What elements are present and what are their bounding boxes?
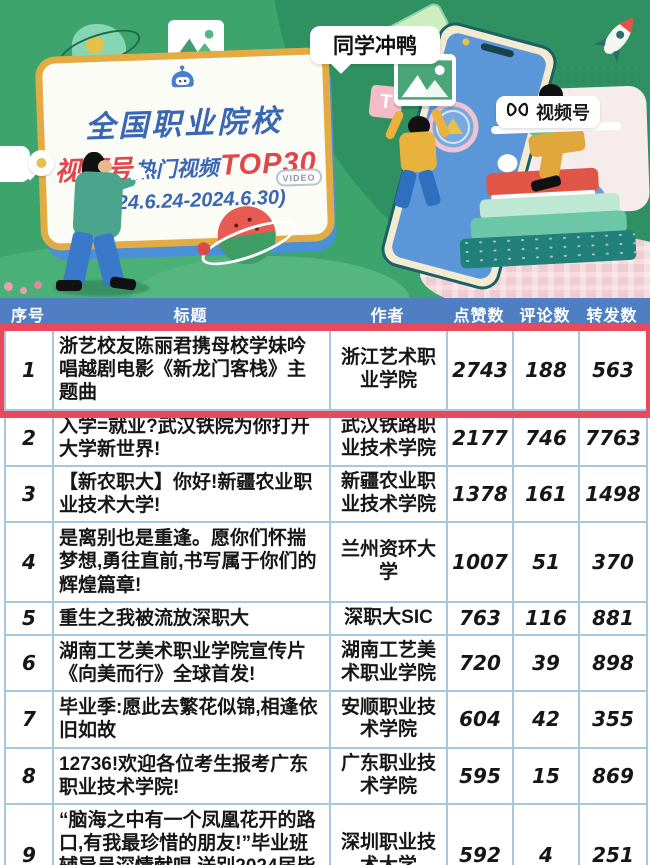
rank-cell: 7 <box>6 692 54 749</box>
rank-cell: 9 <box>6 804 54 865</box>
table-row: 6 湖南工艺美术职业学院宣传片《向美而行》全球首发! 湖南工艺美术职业学院 72… <box>4 635 648 693</box>
left-speech-bubble <box>0 146 30 182</box>
table-row: 8 12736!欢迎各位考生报考广东职业技术学院! 广东职业技术学院 595 1… <box>4 748 648 805</box>
table-row: 5 重生之我被流放深职大 深职大SIC 763 116 881 <box>4 602 648 636</box>
likes-cell: 592 <box>448 804 514 865</box>
channels-badge-text: 视频号 <box>536 103 590 123</box>
title-cell: “脑海之中有一个凤凰花开的路口,有我最珍惜的朋友!”毕业班辅导员深情献唱,送别2… <box>54 804 331 865</box>
likes-cell: 1007 <box>448 523 514 603</box>
comments-cell: 15 <box>514 748 580 805</box>
table-header-row: 序号 标题 作者 点赞数 评论数 转发数 <box>0 298 650 329</box>
shares-cell: 869 <box>580 748 648 805</box>
watermelon-icon <box>194 195 303 278</box>
author-cell: 深职大SIC <box>331 602 448 636</box>
robot-logo-icon <box>167 64 198 98</box>
table-body: 1 浙艺校友陈丽君携母校学妹吟唱越剧电影《新龙门客栈》主题曲 浙江艺术职业学院 … <box>0 324 650 865</box>
channels-badge: 视频号 <box>496 96 600 128</box>
comments-cell: 161 <box>514 466 580 524</box>
rank-cell: 1 <box>6 331 54 411</box>
comments-cell: 746 <box>514 410 580 467</box>
author-cell: 深圳职业技术大学 <box>331 804 448 865</box>
speech-bubble: 同学冲鸭 <box>310 26 440 64</box>
title-cell: 【新农职大】你好!新疆农业职业技术大学! <box>54 466 331 524</box>
rank-cell: 8 <box>6 748 54 805</box>
table-row: 3 【新农职大】你好!新疆农业职业技术大学! 新疆农业职业技术学院 1378 1… <box>4 466 648 524</box>
comments-cell: 39 <box>514 635 580 693</box>
table-row: 7 毕业季:愿此去繁花似锦,相逢依旧如故 安顺职业技术学院 604 42 355 <box>4 692 648 749</box>
comments-cell: 188 <box>514 331 580 411</box>
likes-cell: 595 <box>448 748 514 805</box>
author-cell: 新疆农业职业技术学院 <box>331 466 448 524</box>
shares-cell: 7763 <box>580 410 648 467</box>
comments-cell: 51 <box>514 523 580 603</box>
author-cell: 安顺职业技术学院 <box>331 692 448 749</box>
flowers-icon <box>0 278 60 298</box>
likes-cell: 1378 <box>448 466 514 524</box>
column-header-shares: 转发数 <box>586 307 638 325</box>
likes-cell: 2177 <box>448 410 514 467</box>
rank-cell: 4 <box>6 523 54 603</box>
author-cell: 浙江艺术职业学院 <box>331 331 448 411</box>
likes-cell: 2743 <box>448 331 514 411</box>
column-header-author: 作者 <box>370 307 405 325</box>
title-cell: 是离别也是重逢。愿你们怀揣梦想,勇往直前,书写属于你们的辉煌篇章! <box>54 523 331 603</box>
shares-cell: 881 <box>580 602 648 636</box>
likes-cell: 604 <box>448 692 514 749</box>
channels-logo-icon <box>506 100 529 124</box>
video-badge-text: VIDEO <box>282 171 316 184</box>
whiteboard: 全国职业院校 视频号 热门视频 TOP30 (2024.6.24-2024.6.… <box>27 46 336 252</box>
rank-cell: 6 <box>6 635 54 693</box>
author-cell: 兰州资环大学 <box>331 523 448 603</box>
rank-cell: 5 <box>6 602 54 636</box>
title-cell: 12736!欢迎各位考生报考广东职业技术学院! <box>54 748 331 805</box>
author-cell: 湖南工艺美术职业学院 <box>331 635 448 693</box>
title-cell: 浙艺校友陈丽君携母校学妹吟唱越剧电影《新龙门客栈》主题曲 <box>54 331 331 411</box>
header-illustration: T <box>0 0 650 298</box>
shares-cell: 355 <box>580 692 648 749</box>
column-header-comments: 评论数 <box>519 307 571 325</box>
table-row: 4 是离别也是重逢。愿你们怀揣梦想,勇往直前,书写属于你们的辉煌篇章! 兰州资环… <box>4 523 648 603</box>
column-header-likes: 点赞数 <box>453 307 505 325</box>
shares-cell: 370 <box>580 523 648 603</box>
title-cell: 湖南工艺美术职业学院宣传片《向美而行》全球首发! <box>54 635 331 693</box>
likes-cell: 720 <box>448 635 514 693</box>
shares-cell: 251 <box>580 804 648 865</box>
comments-cell: 42 <box>514 692 580 749</box>
walking-person <box>48 152 158 298</box>
title-cell: 重生之我被流放深职大 <box>54 602 331 636</box>
column-header-rank: 序号 <box>10 307 45 325</box>
shares-cell: 898 <box>580 635 648 693</box>
author-cell: 武汉铁路职业技术学院 <box>331 410 448 467</box>
table-row: 9 “脑海之中有一个凤凰花开的路口,有我最珍惜的朋友!”毕业班辅导员深情献唱,送… <box>4 804 648 865</box>
jumping-person <box>384 104 451 214</box>
title-cell: 入学=就业?武汉铁院为你打开大学新世界! <box>54 410 331 467</box>
title-cell: 毕业季:愿此去繁花似锦,相逢依旧如故 <box>54 692 331 749</box>
rank-cell: 2 <box>6 410 54 467</box>
speech-bubble-text: 同学冲鸭 <box>333 35 417 58</box>
author-cell: 广东职业技术学院 <box>331 748 448 805</box>
comments-cell: 116 <box>514 602 580 636</box>
rank-cell: 3 <box>6 466 54 524</box>
likes-cell: 763 <box>448 602 514 636</box>
video-badge: VIDEO <box>275 168 323 187</box>
ranking-table: 序号 标题 作者 点赞数 评论数 转发数 1 浙艺校友陈丽君携母校学妹吟唱越剧电… <box>0 298 650 865</box>
column-header-title: 标题 <box>173 307 208 325</box>
table-row: 2 入学=就业?武汉铁院为你打开大学新世界! 武汉铁路职业技术学院 2177 7… <box>4 410 648 467</box>
table-row: 1 浙艺校友陈丽君携母校学妹吟唱越剧电影《新龙门客栈》主题曲 浙江艺术职业学院 … <box>0 324 650 418</box>
poster-title: 全国职业院校 <box>84 104 284 145</box>
comments-cell: 4 <box>514 804 580 865</box>
rocket-icon <box>583 1 650 75</box>
shares-cell: 563 <box>580 331 648 411</box>
shares-cell: 1498 <box>580 466 648 524</box>
